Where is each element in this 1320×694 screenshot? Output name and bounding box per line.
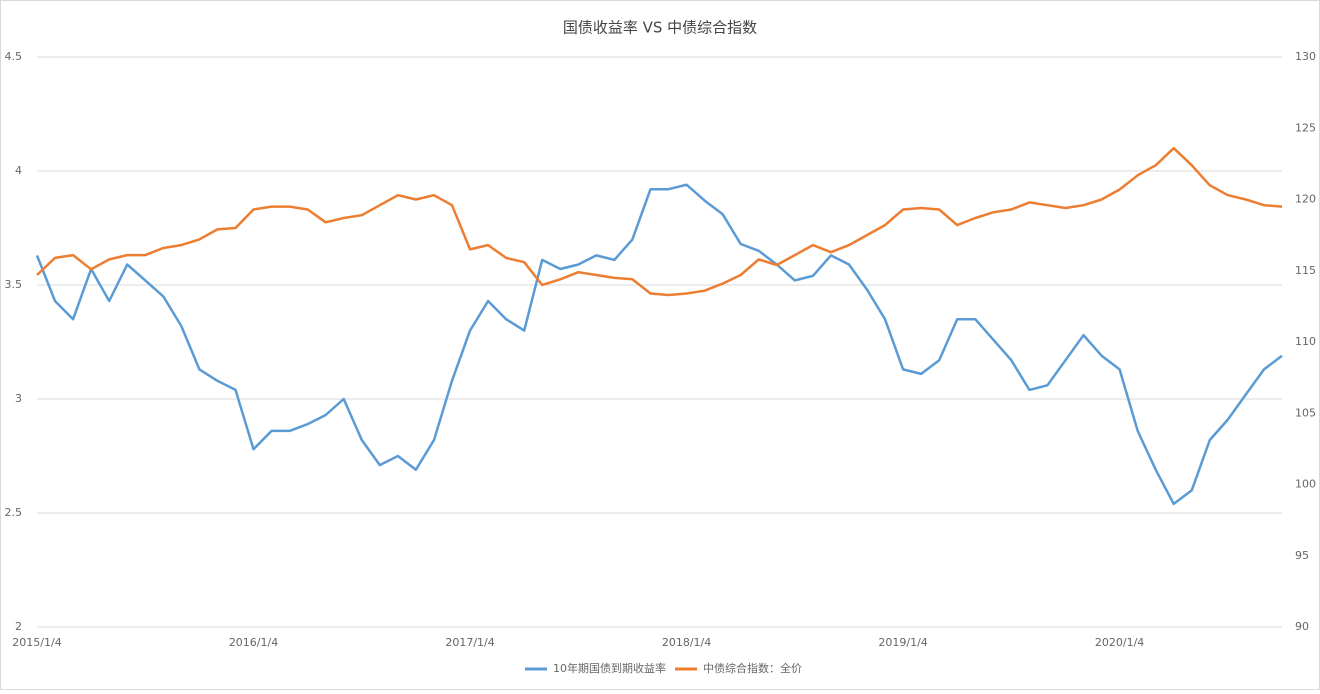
y-tick-label: 4.5 [5, 50, 23, 63]
y-tick-label: 2 [15, 620, 22, 633]
y2-tick-label: 130 [1295, 50, 1316, 63]
chart-title: 国债收益率 VS 中债综合指数 [563, 19, 757, 37]
y2-tick-label: 110 [1295, 335, 1316, 348]
x-tick-label: 2018/1/4 [662, 636, 711, 649]
y2-tick-label: 90 [1295, 620, 1309, 633]
y2-tick-label: 95 [1295, 549, 1309, 562]
y2-tick-label: 105 [1295, 406, 1316, 419]
x-tick-label: 2015/1/4 [12, 636, 61, 649]
y-tick-label: 3 [15, 392, 22, 405]
y-tick-label: 4 [15, 164, 22, 177]
series-line [35, 183, 1283, 506]
x-tick-label: 2020/1/4 [1095, 636, 1144, 649]
y2-tick-label: 100 [1295, 478, 1316, 491]
y2-tick-label: 120 [1295, 193, 1316, 206]
series-line [36, 146, 1283, 297]
y2-tick-label: 115 [1295, 264, 1316, 277]
legend-label: 10年期国债到期收益率 [553, 661, 666, 675]
y-tick-label: 2.5 [5, 506, 23, 519]
x-tick-label: 2016/1/4 [229, 636, 278, 649]
legend-label: 中债综合指数：全价 [703, 661, 802, 675]
x-tick-label: 2017/1/4 [445, 636, 494, 649]
y-tick-label: 3.5 [5, 278, 23, 291]
x-tick-label: 2019/1/4 [878, 636, 927, 649]
y2-tick-label: 125 [1295, 121, 1316, 134]
